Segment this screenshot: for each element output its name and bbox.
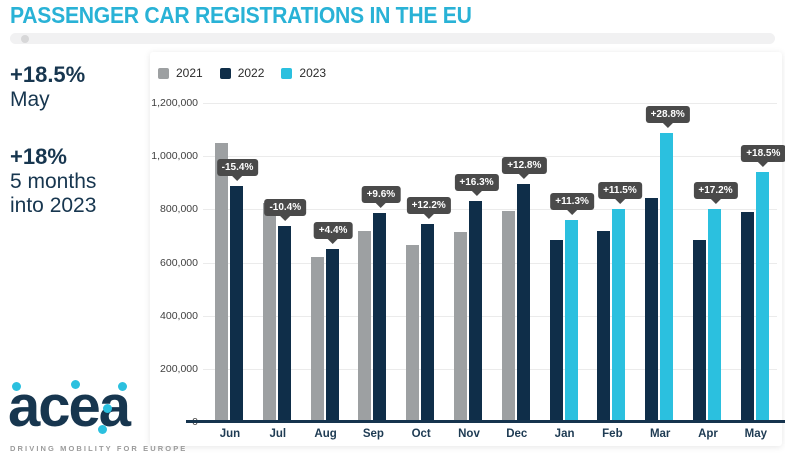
x-axis-label-Mar: Mar — [649, 428, 671, 440]
change-badge-Nov: +16.3% — [454, 174, 499, 192]
bar-2023-May — [755, 172, 769, 422]
gridline — [203, 368, 777, 370]
stat-month-value: +18.5% — [10, 62, 86, 87]
bar-2021-Jun — [215, 143, 228, 422]
bar-2022-Mar — [645, 197, 659, 422]
x-axis-label-Jun: Jun — [219, 428, 241, 440]
y-axis-label: 800,000 — [160, 203, 198, 216]
bar-2022-Sep — [373, 212, 387, 422]
bar-2023-Feb — [612, 208, 626, 422]
logo-dot-icon — [103, 404, 112, 413]
change-badge-Apr: +17.2% — [693, 181, 738, 199]
bar-2022-Apr — [693, 239, 706, 422]
legend-swatch-icon — [281, 67, 293, 79]
stat-month: +18.5% May — [10, 62, 145, 112]
bar-2022-Jul — [277, 225, 291, 422]
gridline — [203, 315, 777, 317]
legend-swatch-icon — [219, 67, 231, 79]
x-axis-label-Aug: Aug — [314, 428, 337, 440]
stat-ytd-label-2: into 2023 — [10, 194, 97, 217]
bar-2022-Jun — [230, 186, 243, 422]
bar-2021-Sep — [358, 230, 372, 422]
logo-dot-icon — [98, 425, 107, 434]
y-axis-label: 600,000 — [160, 256, 198, 269]
bar-2022-Aug — [325, 249, 339, 422]
gridline — [203, 156, 777, 158]
change-badge-Aug: +4.4% — [313, 222, 353, 240]
x-axis-label-Jul: Jul — [269, 428, 287, 440]
x-axis-label-Feb: Feb — [602, 428, 623, 440]
y-axis-label: 200,000 — [160, 362, 198, 375]
change-badge-May: +18.5% — [741, 145, 785, 163]
stat-ytd-value: +18% — [10, 144, 67, 169]
change-badge-Mar: +28.8% — [645, 105, 690, 123]
acea-logo-tagline: DRIVING MOBILITY FOR EUROPE — [10, 444, 188, 453]
divider-dot — [21, 35, 29, 43]
divider-pill — [10, 33, 775, 44]
bar-2022-Jan — [549, 240, 563, 422]
change-badge-Jan: +11.3% — [550, 192, 594, 210]
bar-2022-Dec — [516, 183, 530, 422]
bar-2022-Oct — [421, 223, 435, 422]
legend-swatch-icon — [158, 67, 169, 79]
y-axis-label: 1,000,000 — [151, 150, 198, 163]
bar-2022-May — [740, 211, 754, 422]
change-badge-Dec: +12.8% — [502, 156, 547, 174]
bar-2023-Jan — [564, 219, 578, 422]
legend-label: 2021 — [176, 66, 203, 80]
summary-stats: +18.5% May +18% 5 months into 2023 — [10, 62, 145, 218]
bar-2021-Dec — [501, 210, 515, 422]
y-axis-label: 400,000 — [160, 309, 198, 322]
bar-2023-Apr — [708, 208, 721, 422]
bar-2022-Nov — [469, 201, 482, 422]
bar-2021-Nov — [454, 232, 467, 422]
page-title: PASSENGER CAR REGISTRATIONS IN THE EU — [10, 2, 472, 28]
logo-dot-icon — [12, 382, 21, 391]
gridline — [203, 209, 777, 211]
gridline — [203, 262, 777, 264]
acea-logo-text: acea — [8, 374, 131, 439]
change-badge-Sep: +9.6% — [361, 185, 401, 203]
x-axis-label-Jan: Jan — [554, 428, 575, 440]
stat-ytd-label-1: 5 months — [10, 170, 97, 193]
change-badge-Jun: -15.4% — [216, 159, 259, 177]
legend-item-2021: 2021 — [158, 66, 203, 80]
bar-2021-Jul — [262, 202, 276, 422]
x-axis-label-Apr: Apr — [698, 428, 718, 440]
logo-dot-icon — [71, 380, 80, 389]
x-axis-label-Sep: Sep — [362, 428, 384, 440]
x-axis-line — [186, 420, 785, 423]
legend-item-2023: 2023 — [281, 66, 326, 80]
x-axis-label-Oct: Oct — [411, 428, 431, 440]
x-axis-label-Nov: Nov — [458, 428, 480, 440]
chart-legend: 2021 2022 2023 — [158, 66, 326, 80]
gridline — [203, 103, 777, 104]
x-axis-label-May: May — [744, 428, 767, 440]
acea-logo: acea DRIVING MOBILITY FOR EUROPE — [8, 374, 185, 458]
stat-month-label: May — [10, 88, 50, 111]
bar-2023-Mar — [660, 132, 674, 422]
logo-dot-icon — [118, 382, 127, 391]
bar-2022-Feb — [597, 230, 611, 422]
bar-2021-Oct — [406, 245, 420, 422]
legend-label: 2022 — [237, 66, 265, 80]
change-badge-Jul: -10.4% — [264, 198, 307, 216]
change-badge-Oct: +12.2% — [406, 196, 451, 214]
legend-label: 2023 — [299, 66, 327, 80]
legend-item-2022: 2022 — [219, 66, 265, 80]
y-axis-label: 1,200,000 — [151, 97, 198, 109]
stat-ytd: +18% 5 months into 2023 — [10, 144, 145, 218]
x-axis-label-Dec: Dec — [506, 428, 528, 440]
bar-2021-Aug — [310, 256, 324, 422]
change-badge-Feb: +11.5% — [598, 181, 642, 199]
